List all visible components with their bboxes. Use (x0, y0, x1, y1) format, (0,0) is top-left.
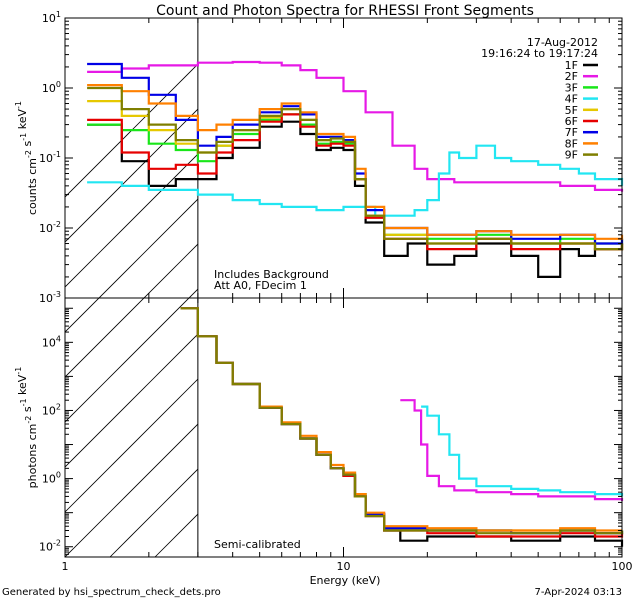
photon-y-tick-label: 10-2 (39, 539, 61, 554)
hatch-line (65, 243, 198, 378)
count-y-tick-label: 101 (42, 10, 61, 25)
time-range-label: 19:16:24 to 19:17:24 (481, 47, 598, 60)
legend-label-8F: 8F (565, 137, 578, 150)
legend-label-6F: 6F (565, 115, 578, 128)
x-tick-label: 100 (612, 560, 633, 573)
legend-label-4F: 4F (565, 93, 578, 106)
photon-series-6F (180, 307, 624, 538)
hatch-line (65, 153, 198, 288)
hatch-line (335, 0, 640, 557)
photon-y-axis-label: photons cm-2 s-1 keV-1 (14, 367, 39, 489)
hatch-line (65, 378, 198, 513)
x-axis-label: Energy (keV) (310, 574, 381, 587)
photon-series-2F (400, 399, 624, 501)
legend-label-9F: 9F (565, 149, 578, 162)
x-tick-label: 10 (337, 560, 351, 573)
photon-series-5F (180, 307, 624, 535)
count-y-tick-label: 10-3 (39, 290, 61, 305)
photon-y-tick-label: 104 (42, 334, 61, 349)
count-series-2F (87, 60, 624, 192)
count-y-tick-label: 10-1 (39, 150, 61, 165)
photon-annotation: Semi-calibrated (214, 538, 301, 551)
date-label: 17-Aug-2012 (527, 36, 598, 49)
footer-timestamp: 7-Apr-2024 03:13 (535, 587, 622, 598)
hatch-line (65, 333, 198, 468)
chart-title: Count and Photon Spectra for RHESSI Fron… (156, 3, 534, 19)
photon-series-3F (180, 307, 624, 535)
low-energy-hatch (65, 0, 640, 557)
photon-series-1F (180, 307, 624, 547)
hatch-line (65, 423, 198, 557)
photon-panel: 10-2 100 102 104 photons cm-2 s-1 keV-1 Semi-… (14, 297, 624, 558)
count-series-4F (87, 144, 624, 217)
count-annotation: Att A0, FDecim 1 (214, 279, 307, 292)
hatch-line (65, 198, 198, 333)
legend-label-3F: 3F (565, 81, 578, 94)
x-tick-label: 1 (62, 560, 69, 573)
count-panel: 10-3 10-2 10-1 100 101 counts cm-2 s-1 keV-1 I… (14, 10, 624, 305)
legend-label-2F: 2F (565, 70, 578, 83)
photon-series-9F (180, 307, 624, 535)
legend-label-7F: 7F (565, 126, 578, 139)
hatch-line (425, 0, 640, 557)
count-series-9F (87, 86, 624, 251)
photon-series-4F (421, 405, 624, 497)
count-y-tick-label: 10-2 (39, 220, 61, 235)
count-annotation: Includes Background (214, 268, 329, 281)
count-y-tick-label: 100 (42, 80, 61, 95)
count-y-axis-label: counts cm-2 s-1 keV-1 (14, 101, 39, 215)
footer-generated-by: Generated by hsi_spectrum_check_dets.pro (2, 587, 221, 598)
hatch-line (380, 0, 640, 557)
legend-label-1F: 1F (565, 59, 578, 72)
photon-y-tick-label: 102 (42, 402, 61, 417)
photon-series-7F (180, 307, 624, 535)
legend-label-5F: 5F (565, 104, 578, 117)
photon-y-tick-label: 100 (42, 471, 61, 486)
hatch-line (109, 468, 198, 557)
